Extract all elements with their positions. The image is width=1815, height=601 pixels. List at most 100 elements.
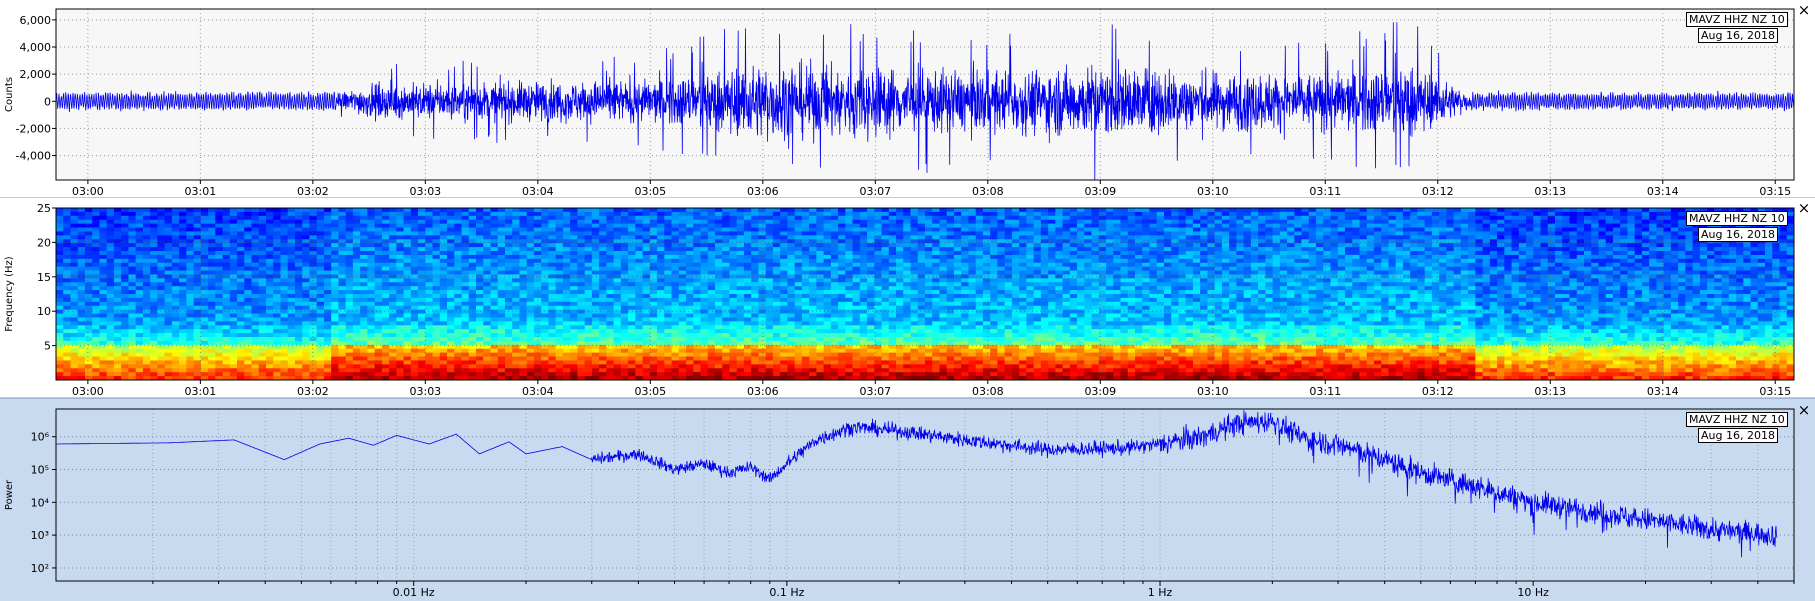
spectrogram-cell: [302, 220, 310, 224]
spectrogram-cell: [295, 337, 303, 341]
spectrogram-cell: [476, 259, 484, 263]
spectrogram-cell: [186, 364, 194, 368]
spectrogram-cell: [548, 314, 556, 318]
spectrogram-cell: [816, 333, 824, 337]
spectrogram-cell: [780, 353, 788, 357]
spectrogram-cell: [107, 278, 115, 282]
spectrogram-cell: [462, 216, 470, 220]
spectrogram-cell: [157, 212, 165, 216]
close-icon[interactable]: ×: [1797, 3, 1811, 17]
spectrogram-cell: [469, 357, 477, 361]
spectrogram-cell: [729, 216, 737, 220]
spectrogram-cell: [360, 341, 368, 345]
spectrogram-cell: [56, 216, 64, 220]
spectrogram-cell: [672, 317, 680, 321]
spectrogram-cell: [396, 259, 404, 263]
spectrogram-cell: [831, 329, 839, 333]
spectrogram-cell: [425, 208, 433, 212]
spectrogram-cell: [556, 333, 564, 337]
spectrogram-cell: [454, 216, 462, 220]
spectrogram-cell: [729, 364, 737, 368]
spectrogram-cell: [56, 228, 64, 232]
spectrogram-cell: [425, 333, 433, 337]
spectrogram-cell: [136, 353, 144, 357]
spectrogram-cell: [433, 271, 441, 275]
spectrogram-cell: [230, 364, 238, 368]
spectrogram-cell: [425, 255, 433, 259]
spectrogram-cell: [845, 306, 853, 310]
spectrogram-cell: [635, 243, 643, 247]
spectrogram-cell: [186, 341, 194, 345]
spectrogram-cell: [418, 228, 426, 232]
spectrogram-cell: [360, 349, 368, 353]
spectrogram-cell: [729, 243, 737, 247]
spectrogram-cell: [534, 243, 542, 247]
spectrogram-cell: [447, 337, 455, 341]
spectrogram-cell: [63, 298, 71, 302]
spectrogram-cell: [462, 349, 470, 353]
spectrogram-cell: [498, 357, 506, 361]
spectrogram-cell: [795, 282, 803, 286]
spectrogram-cell: [773, 353, 781, 357]
spectrogram-cell: [70, 228, 78, 232]
spectrogram-cell: [831, 298, 839, 302]
spectrogram-cell: [324, 247, 332, 251]
spectrogram-cell: [295, 317, 303, 321]
spectrogram-cell: [614, 282, 622, 286]
spectrogram-cell: [85, 224, 93, 228]
spectrogram-cell: [853, 325, 861, 329]
spectrogram-cell: [795, 294, 803, 298]
spectrogram-cell: [541, 329, 549, 333]
spectrogram-cell: [795, 314, 803, 318]
spectrogram-cell: [418, 357, 426, 361]
spectrogram-cell: [845, 278, 853, 282]
spectrogram-cell: [404, 243, 412, 247]
spectrogram-cell: [78, 302, 86, 306]
spectrogram-cell: [729, 372, 737, 376]
spectrogram-cell: [128, 368, 136, 372]
spectrogram-cell: [237, 357, 245, 361]
spectrogram-cell: [505, 349, 513, 353]
spectrogram-cell: [396, 302, 404, 306]
spectrogram-cell: [462, 267, 470, 271]
spectrogram-cell: [266, 259, 274, 263]
spectrogram-cell: [780, 298, 788, 302]
spectrogram-cell: [672, 310, 680, 314]
spectrogram-cell: [686, 337, 694, 341]
spectrogram-cell: [751, 228, 759, 232]
spectrogram-cell: [643, 286, 651, 290]
spectrogram-cell: [215, 360, 223, 364]
spectrogram-cell: [621, 282, 629, 286]
spectrogram-cell: [128, 235, 136, 239]
spectrogram-cell: [773, 364, 781, 368]
spectrogram-cell: [150, 353, 158, 357]
spectrogram-cell: [63, 235, 71, 239]
spectrogram-cell: [375, 208, 383, 212]
spectrogram-cell: [396, 314, 404, 318]
spectrogram-cell: [85, 282, 93, 286]
spectrogram-cell: [483, 286, 491, 290]
spectrogram-cell: [179, 290, 187, 294]
spectrogram-cell: [650, 224, 658, 228]
spectrogram-cell: [404, 278, 412, 282]
spectrogram-cell: [194, 239, 202, 243]
spectrogram-cell: [280, 310, 288, 314]
y-axis-label: Counts: [4, 77, 15, 112]
spectrogram-cell: [360, 337, 368, 341]
spectrogram-cell: [491, 333, 499, 337]
spectrogram-cell: [657, 310, 665, 314]
spectrogram-cell: [259, 353, 267, 357]
spectrogram-cell: [215, 267, 223, 271]
spectrogram-cell: [128, 314, 136, 318]
spectrogram-cell: [295, 333, 303, 337]
spectrogram-cell: [527, 208, 535, 212]
spectrogram-cell: [824, 290, 832, 294]
spectrogram-cell: [476, 228, 484, 232]
spectrogram-cell: [722, 224, 730, 228]
spectrogram-cell: [860, 294, 868, 298]
spectrogram-cell: [92, 333, 100, 337]
spectrogram-cell: [701, 294, 709, 298]
spectrogram-cell: [628, 274, 636, 278]
spectrogram-cell: [643, 278, 651, 282]
station-label: MAVZ HHZ NZ 10: [1686, 12, 1788, 27]
